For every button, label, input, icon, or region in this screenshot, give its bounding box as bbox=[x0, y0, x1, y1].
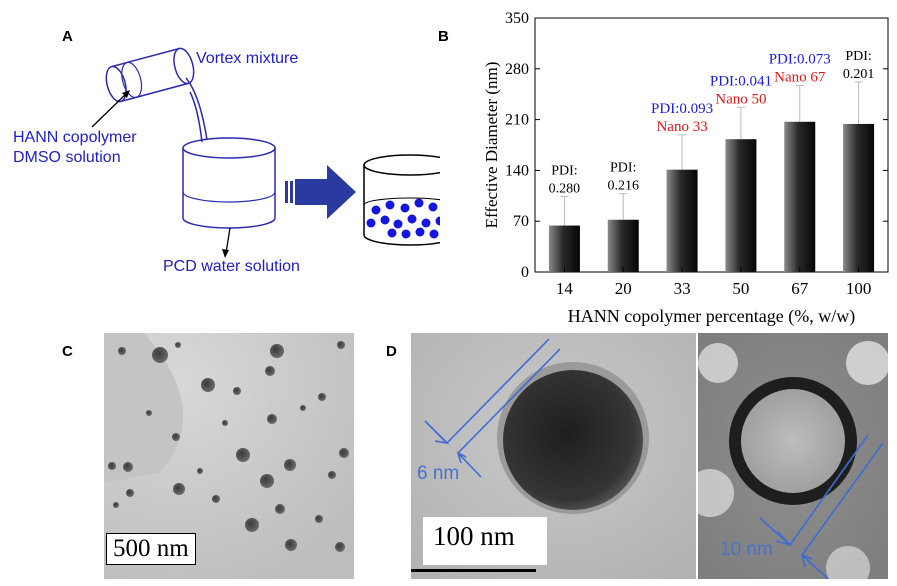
x-tick-label-14: 14 bbox=[556, 279, 574, 298]
copolymer-label-line2: DMSO solution bbox=[13, 149, 121, 166]
panel-label-a: A bbox=[62, 28, 73, 45]
vortex-label: Vortex mixture bbox=[196, 50, 299, 67]
tem-particle-d-right bbox=[698, 333, 888, 579]
tem-image-c: 500 nm bbox=[104, 333, 354, 579]
process-arrow-icon bbox=[285, 165, 356, 219]
x-tick-label-100: 100 bbox=[846, 279, 872, 298]
annotation-pdi-50: PDI:0.041 bbox=[710, 73, 772, 89]
scale-bar-label-d: 100 nm bbox=[423, 517, 547, 565]
plot-frame bbox=[534, 17, 889, 273]
tilted-beaker bbox=[105, 47, 195, 103]
annotation-pdi-value-20: 0.216 bbox=[608, 179, 640, 194]
bar-67 bbox=[784, 121, 816, 272]
scale-bar-label-c: 500 nm bbox=[106, 533, 196, 565]
mixing-beaker bbox=[182, 137, 276, 229]
bar-50 bbox=[725, 139, 757, 272]
annotation-name-50: Nano 50 bbox=[715, 91, 766, 107]
bar-20 bbox=[607, 219, 639, 272]
scale-bar-line-d bbox=[411, 569, 536, 572]
y-axis-label: Effective Diameter (nm) bbox=[482, 62, 501, 229]
x-tick-label-20: 20 bbox=[615, 279, 632, 298]
annotation-pdi-prefix-100: PDI: bbox=[845, 49, 871, 64]
annotation-pdi-value-100: 0.201 bbox=[843, 67, 875, 82]
copolymer-label: HANN copolymer DMSO solution bbox=[13, 128, 137, 168]
annotation-pdi-value-14: 0.280 bbox=[549, 182, 581, 197]
bar-14 bbox=[548, 225, 580, 272]
panel-label-b: B bbox=[438, 28, 449, 45]
nanoparticle-beaker bbox=[363, 154, 440, 246]
measure-label-10nm: 10 nm bbox=[720, 539, 773, 560]
annotation-pdi-33: PDI:0.093 bbox=[651, 101, 713, 117]
y-tick-label-0: 0 bbox=[521, 264, 529, 281]
y-tick-label-2: 140 bbox=[505, 162, 529, 179]
bar-33 bbox=[666, 169, 698, 272]
x-axis-label: HANN copolymer percentage (%, w/w) bbox=[568, 306, 855, 327]
copolymer-label-line1: HANN copolymer bbox=[13, 129, 137, 146]
y-tick-label-4: 280 bbox=[505, 61, 529, 78]
pour-stream bbox=[185, 77, 208, 143]
annotation-pdi-prefix-14: PDI: bbox=[551, 164, 577, 179]
y-tick-label-1: 70 bbox=[513, 213, 529, 230]
tem-image-d-right: 10 nm bbox=[698, 333, 888, 579]
measure-label-6nm: 6 nm bbox=[417, 463, 460, 484]
pcd-label: PCD water solution bbox=[163, 258, 300, 275]
panel-label-d: D bbox=[386, 343, 397, 360]
y-tick-label-5: 350 bbox=[505, 10, 529, 27]
annotation-pdi-67: PDI:0.073 bbox=[769, 51, 831, 67]
tem-image-d-left: 6 nm 100 nm bbox=[411, 333, 696, 579]
annotation-pdi-prefix-20: PDI: bbox=[610, 161, 636, 176]
panel-label-c: C bbox=[62, 343, 73, 360]
bar-chart: 0 70 140 210 280 350 Effective Diameter (nm) 14… bbox=[482, 10, 889, 327]
schematic-drawing bbox=[91, 47, 440, 258]
bar-100 bbox=[843, 123, 875, 272]
y-tick-label-3: 210 bbox=[505, 112, 529, 129]
x-tick-label-50: 50 bbox=[732, 279, 749, 298]
annotation-name-33: Nano 33 bbox=[656, 119, 707, 135]
annotation-name-67: Nano 67 bbox=[774, 69, 826, 85]
x-tick-label-33: 33 bbox=[674, 279, 691, 298]
x-tick-label-67: 67 bbox=[791, 279, 809, 298]
